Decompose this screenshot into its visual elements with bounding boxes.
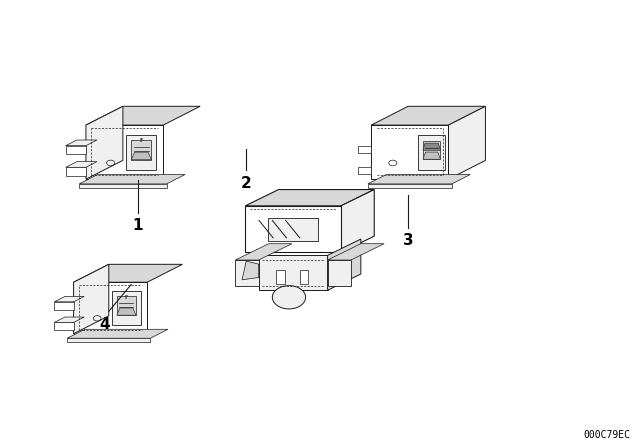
Polygon shape (67, 338, 150, 342)
Text: 4: 4 (99, 317, 109, 332)
Polygon shape (328, 260, 351, 286)
Polygon shape (236, 260, 259, 286)
Polygon shape (423, 143, 440, 150)
Bar (126, 134, 156, 170)
Polygon shape (74, 264, 109, 334)
Bar (300, 270, 308, 284)
Text: 3: 3 (403, 233, 413, 248)
Polygon shape (66, 146, 86, 154)
Polygon shape (341, 190, 374, 253)
Text: 2: 2 (241, 176, 252, 191)
Polygon shape (67, 329, 168, 338)
Polygon shape (79, 174, 185, 184)
Polygon shape (236, 244, 292, 260)
Polygon shape (54, 317, 84, 323)
Text: IF: IF (139, 138, 143, 143)
Polygon shape (245, 206, 341, 253)
Polygon shape (242, 261, 259, 280)
Polygon shape (368, 184, 452, 188)
Polygon shape (66, 167, 86, 176)
Bar (423, 141, 440, 159)
Polygon shape (358, 167, 371, 174)
Bar (276, 270, 285, 284)
Polygon shape (86, 106, 123, 179)
Polygon shape (66, 162, 97, 167)
Polygon shape (259, 255, 328, 290)
Polygon shape (328, 239, 361, 290)
Bar (112, 291, 141, 325)
Polygon shape (371, 106, 485, 125)
Polygon shape (86, 106, 200, 125)
Bar (419, 134, 445, 170)
Circle shape (273, 286, 306, 309)
Polygon shape (74, 282, 147, 334)
Polygon shape (423, 152, 440, 159)
Polygon shape (54, 297, 84, 302)
Polygon shape (328, 244, 384, 260)
Polygon shape (74, 264, 182, 282)
Polygon shape (86, 125, 163, 179)
Polygon shape (245, 190, 374, 206)
Polygon shape (371, 125, 449, 179)
Polygon shape (66, 140, 97, 146)
Bar (131, 140, 152, 159)
Bar (116, 297, 136, 315)
Polygon shape (116, 308, 136, 315)
Polygon shape (79, 184, 166, 188)
Bar (268, 217, 318, 241)
Text: IF: IF (124, 295, 129, 300)
Polygon shape (449, 106, 485, 179)
Polygon shape (358, 146, 371, 153)
Polygon shape (54, 302, 74, 310)
Polygon shape (368, 174, 470, 184)
Text: 000C79EC: 000C79EC (584, 430, 630, 440)
Text: 1: 1 (132, 218, 143, 233)
Polygon shape (131, 152, 152, 159)
Polygon shape (54, 323, 74, 331)
